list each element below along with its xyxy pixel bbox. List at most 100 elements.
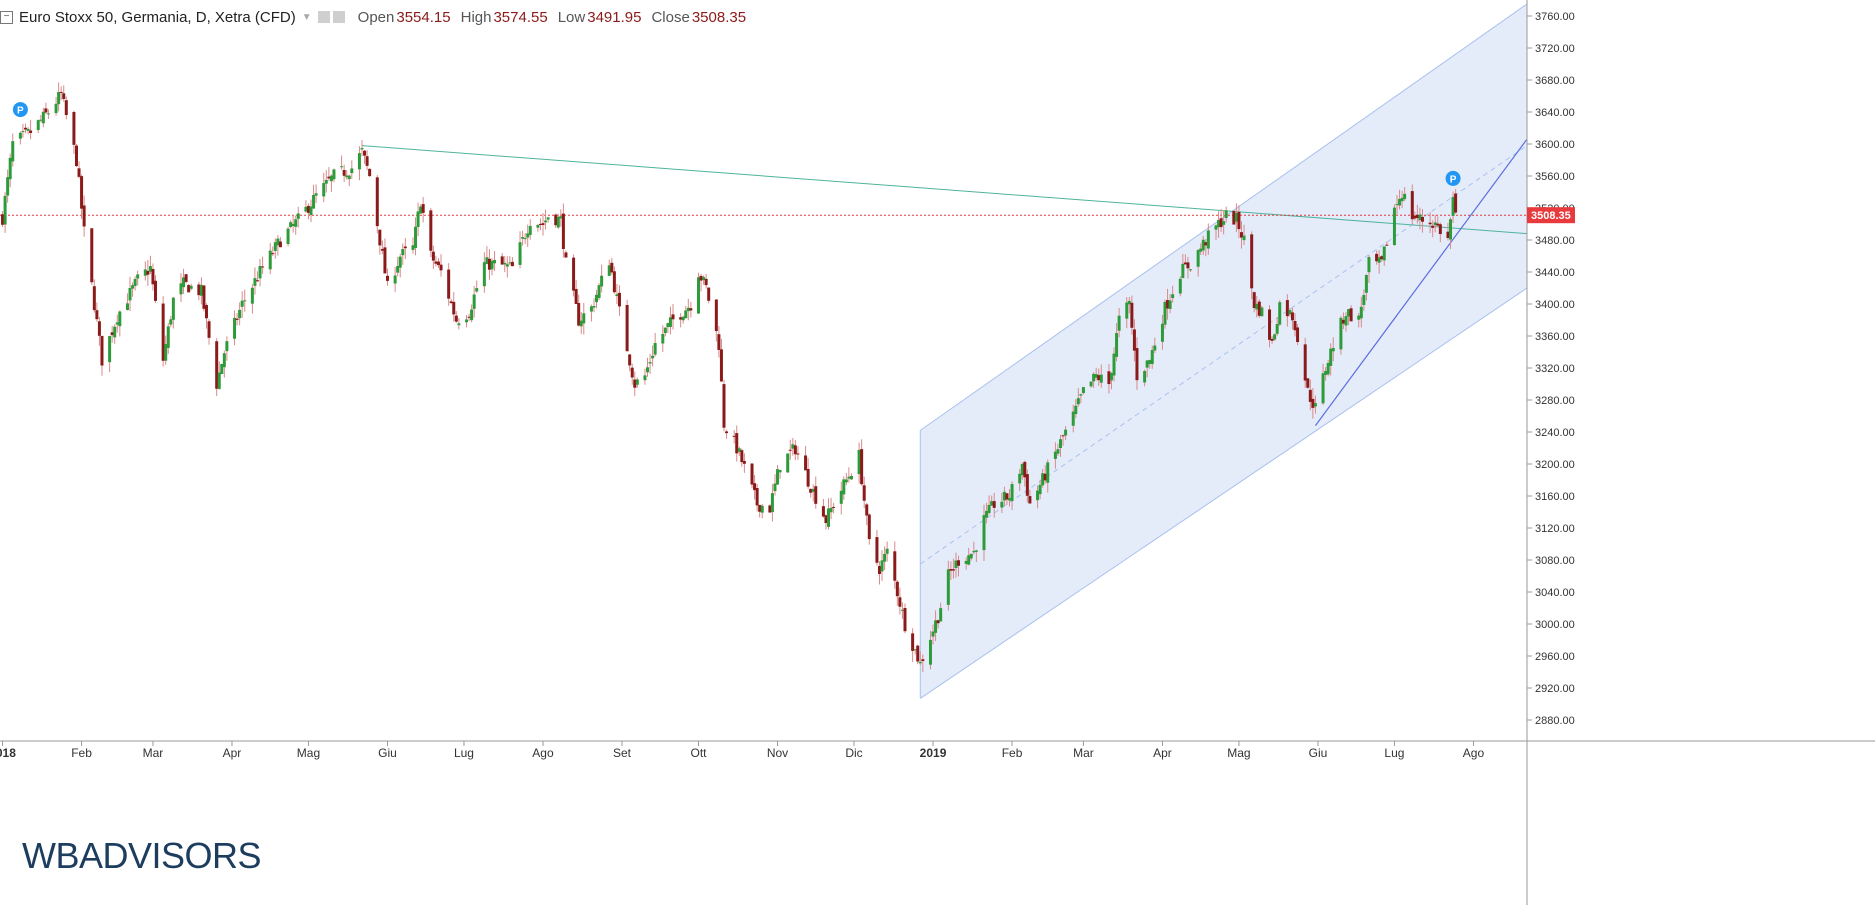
candle xyxy=(964,557,968,570)
candle xyxy=(238,302,242,326)
candle xyxy=(778,469,782,479)
candle-body xyxy=(1288,310,1292,315)
y-tick-label: 3440.00 xyxy=(1535,267,1575,279)
candle-body xyxy=(911,633,915,651)
candle xyxy=(182,268,186,294)
candle xyxy=(220,363,224,375)
candle-body xyxy=(671,314,675,320)
candle-body xyxy=(686,307,690,312)
candle-body xyxy=(436,261,440,266)
candle-body xyxy=(54,103,58,114)
candle-body xyxy=(541,223,545,225)
candle xyxy=(271,246,275,257)
logo-part-2: ADVISORS xyxy=(79,835,262,876)
support-trendline[interactable] xyxy=(1314,138,1528,426)
candle xyxy=(842,476,846,501)
candle-body xyxy=(3,195,7,225)
candle-body xyxy=(80,176,84,209)
x-tick-label: Lug xyxy=(1384,746,1404,760)
symbol-title[interactable]: Euro Stoxx 50, Germania, D, Xetra (CFD) xyxy=(19,8,296,26)
candle xyxy=(306,203,310,220)
candle-body xyxy=(827,508,831,527)
pivot-markers[interactable]: PP xyxy=(12,102,1461,186)
candle xyxy=(804,445,808,471)
candle xyxy=(1273,333,1277,341)
candle-body xyxy=(503,262,507,265)
y-tick-label: 3160.00 xyxy=(1535,491,1575,503)
candle-body xyxy=(1107,371,1111,385)
candle xyxy=(314,184,318,204)
regression-channel[interactable] xyxy=(919,3,1528,699)
chevron-down-icon[interactable]: ▼ xyxy=(301,11,312,23)
candle-body xyxy=(1002,491,1006,501)
candle xyxy=(992,492,996,518)
candle xyxy=(625,299,629,352)
candle-body xyxy=(39,119,43,121)
candle-body xyxy=(536,225,540,228)
eye-icon[interactable] xyxy=(317,11,330,23)
candle-body xyxy=(1222,221,1226,225)
candle-body xyxy=(1135,348,1139,381)
candle-body xyxy=(1183,262,1187,265)
candle xyxy=(398,253,402,278)
candle xyxy=(1018,469,1022,491)
candle xyxy=(791,438,795,456)
settings-icon[interactable] xyxy=(332,11,345,23)
candle xyxy=(760,504,764,519)
candle-body xyxy=(646,367,650,373)
pivot-marker[interactable]: P xyxy=(12,102,28,118)
y-tick-label: 3120.00 xyxy=(1535,523,1575,535)
candle xyxy=(1321,363,1325,406)
trend-lines[interactable] xyxy=(0,138,1528,426)
candle-body xyxy=(1385,244,1389,246)
candle xyxy=(490,258,494,276)
resistance-trendline[interactable] xyxy=(361,145,1528,235)
candle xyxy=(217,361,221,390)
candle xyxy=(146,259,150,286)
candle-body xyxy=(439,264,443,271)
candle-body xyxy=(44,108,48,113)
candle xyxy=(844,472,848,486)
candle xyxy=(29,120,33,140)
candle-body xyxy=(1436,223,1440,226)
candle-body xyxy=(1094,374,1098,378)
candle-body xyxy=(972,551,976,553)
candle-body xyxy=(238,309,242,319)
candle xyxy=(1010,481,1014,511)
candle xyxy=(286,226,290,247)
candle-body xyxy=(829,507,833,513)
candle-body xyxy=(1214,225,1218,230)
candle-body xyxy=(1306,378,1310,388)
candle xyxy=(350,160,354,179)
candle xyxy=(1339,316,1343,355)
candle-body xyxy=(1181,263,1185,279)
candle xyxy=(108,335,112,373)
candle xyxy=(342,164,346,183)
candle xyxy=(403,238,407,260)
candle-body xyxy=(538,223,542,225)
candle-body xyxy=(169,319,173,325)
candle xyxy=(806,458,810,489)
candle-body xyxy=(1023,461,1027,478)
candle-body xyxy=(1041,473,1045,486)
collapse-icon[interactable]: − xyxy=(0,10,13,24)
candle-body xyxy=(1418,214,1422,221)
candle-body xyxy=(663,327,667,334)
candle xyxy=(439,254,443,277)
pivot-marker[interactable]: P xyxy=(1445,170,1461,186)
candle xyxy=(276,235,280,256)
candle-body xyxy=(240,300,244,307)
candle xyxy=(1056,443,1060,457)
candle-body xyxy=(207,321,211,338)
candle-body xyxy=(844,479,848,483)
candle-body xyxy=(1273,334,1277,340)
pivot-circle xyxy=(1445,170,1461,186)
y-tick-label: 3560.00 xyxy=(1535,171,1575,183)
channel-lower-line[interactable] xyxy=(919,287,1528,699)
candle-body xyxy=(791,444,795,449)
candle-body xyxy=(74,145,78,167)
candle-body xyxy=(610,262,614,273)
candle-body xyxy=(1446,231,1450,238)
candle xyxy=(1418,207,1422,230)
